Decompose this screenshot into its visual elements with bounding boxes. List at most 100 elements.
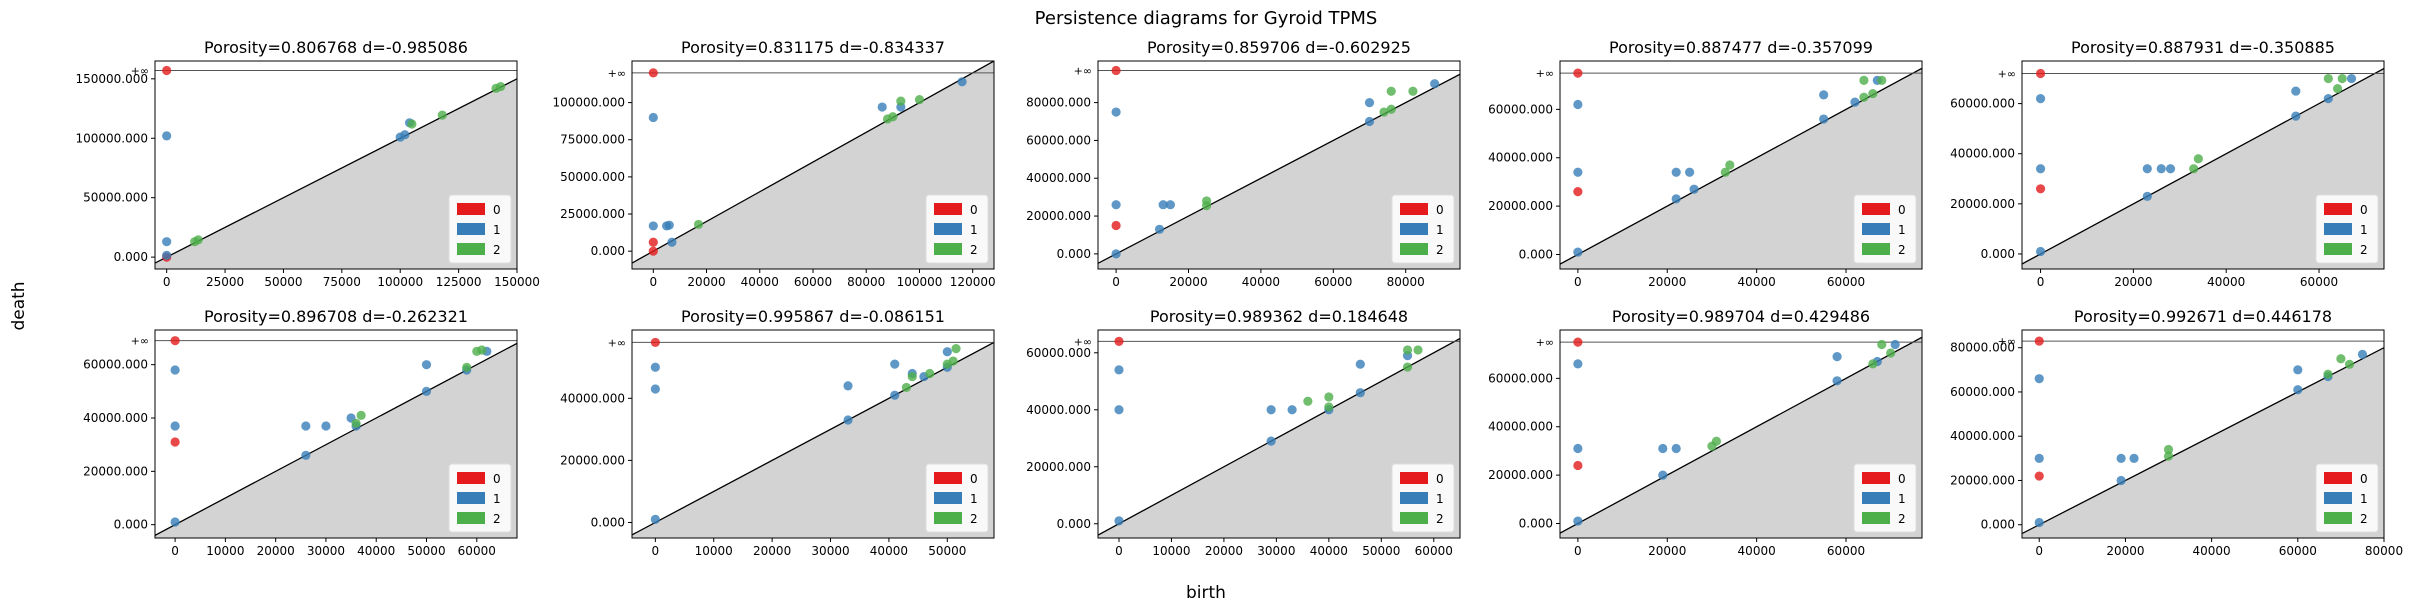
y-tick-label: 40000.000	[1026, 403, 1091, 417]
y-tick-label: 60000.000	[1026, 346, 1091, 360]
legend-label-2: 2	[1898, 243, 1906, 257]
legend: 0 1 2	[1853, 463, 1917, 533]
legend-swatch-2	[2324, 243, 2352, 255]
point-dim-1	[1266, 436, 1276, 446]
point-dim-2	[1868, 89, 1878, 99]
legend-swatch-2	[457, 512, 485, 524]
legend-swatch-0	[457, 472, 485, 484]
point-dim-1	[1573, 167, 1583, 177]
point-dim-1	[2035, 93, 2046, 104]
point-dim-2	[2336, 354, 2346, 364]
legend: 0 1 2	[925, 463, 989, 533]
point-dim-1	[1114, 365, 1124, 375]
legend-swatch-1	[1400, 223, 1428, 235]
point-dim-1	[1364, 116, 1375, 127]
point-dim-2	[1402, 345, 1413, 355]
legend-swatch-1	[1400, 492, 1428, 504]
point-dim-1	[2357, 349, 2368, 359]
legend-label-2: 2	[970, 243, 978, 257]
legend-swatch-0	[2324, 203, 2352, 215]
legend-label-0: 0	[1436, 203, 1444, 217]
y-tick-label: 20000.000	[1950, 473, 2015, 487]
legend: 0 1 2	[1853, 194, 1917, 264]
legend-label-2: 2	[493, 512, 501, 526]
x-tick-label: 100000	[377, 275, 423, 289]
legend-label-0: 0	[970, 472, 978, 486]
point-dim-2	[2193, 154, 2203, 164]
y-tick-label: 40000.000	[560, 391, 625, 405]
x-tick-label: 20000	[257, 544, 295, 558]
point-dim-1	[170, 365, 180, 375]
y-tick-label: 60000.000	[1488, 102, 1553, 116]
diagonal-line	[2022, 67, 2384, 265]
point-dim-2	[1408, 86, 1418, 96]
point-dim-1	[1658, 443, 1668, 454]
y-tick-label: 0.000	[114, 250, 148, 264]
y-tick-label: 40000.000	[1950, 429, 2015, 443]
diagonal-line	[1098, 73, 1460, 265]
x-tick-label: 60000	[2300, 275, 2338, 289]
point-dim-2	[477, 345, 487, 355]
x-tick-label: 0	[649, 275, 657, 289]
y-tick-label: 0.000	[1519, 516, 1553, 530]
point-dim-2	[2189, 164, 2199, 174]
x-tick-label: 60000	[1827, 544, 1865, 558]
point-dim-1	[301, 421, 311, 431]
point-dim-2	[193, 235, 203, 245]
subplot-title: Porosity=0.831175 d=-0.834337	[681, 38, 945, 57]
point-dim-2	[2323, 73, 2333, 84]
y-tick-label: 50000.000	[83, 191, 148, 205]
legend-label-1: 1	[970, 223, 978, 237]
point-dim-1	[1111, 249, 1121, 259]
point-dim-2	[2163, 444, 2174, 455]
point-dim-1	[1671, 167, 1681, 177]
infinity-label: +∞	[131, 65, 149, 78]
axes-frame	[1559, 329, 1923, 539]
diagonal-region	[1560, 337, 1922, 538]
x-tick-label: 0	[652, 544, 660, 558]
y-axis-label: death	[9, 281, 29, 330]
diagonal-region	[155, 78, 517, 269]
legend-label-0: 0	[1898, 472, 1906, 486]
point-dim-2	[1386, 104, 1396, 114]
legend-swatch-1	[934, 223, 962, 235]
y-tick-label: 60000.000	[83, 358, 148, 372]
point-dim-1	[2116, 475, 2126, 486]
legend-swatch-0	[1400, 203, 1428, 215]
point-dim-1	[1832, 352, 1842, 362]
legend: 0 1 2	[2315, 463, 2379, 533]
subplot: +∞ 0 20000 40000 60000 0.000 20000.000 40000.00…	[1950, 38, 2385, 289]
y-tick-label: 40000.000	[1488, 151, 1553, 165]
y-tick-label: 40000.000	[1026, 171, 1091, 185]
x-tick-label: 60000	[1827, 275, 1865, 289]
point-dim-1	[162, 237, 172, 247]
point-dim-2	[1413, 345, 1423, 355]
point-dim-2	[925, 368, 935, 379]
point-dim-0	[2035, 184, 2046, 194]
y-tick-label: 20000.000	[1026, 460, 1091, 474]
legend-swatch-0	[457, 203, 485, 215]
point-dim-2	[1711, 436, 1722, 446]
point-dim-1	[2142, 191, 2152, 201]
x-tick-label: 0	[2037, 275, 2045, 289]
legend-label-0: 0	[970, 203, 978, 217]
y-tick-label: 20000.000	[83, 464, 148, 478]
point-dim-2	[951, 344, 961, 354]
point-dim-0	[1573, 68, 1583, 78]
x-tick-label: 20000	[2106, 544, 2144, 558]
point-dim-1	[2142, 164, 2152, 174]
point-dim-1	[2165, 164, 2176, 174]
point-dim-0	[648, 68, 658, 78]
point-dim-1	[650, 362, 660, 372]
point-dim-1	[2034, 374, 2044, 384]
point-dim-2	[907, 371, 917, 382]
subplot: +∞ 0 20000 40000 60000 80000 0.000 20000.000 400…	[1950, 307, 2403, 558]
x-tick-label: 75000	[323, 275, 361, 289]
point-dim-0	[170, 437, 180, 447]
x-tick-label: 20000	[1169, 275, 1207, 289]
point-dim-2	[1886, 348, 1896, 358]
x-tick-label: 80000	[2365, 544, 2403, 558]
legend: 0 1 2	[448, 463, 512, 533]
x-tick-label: 40000	[1310, 544, 1348, 558]
point-dim-1	[667, 237, 677, 247]
